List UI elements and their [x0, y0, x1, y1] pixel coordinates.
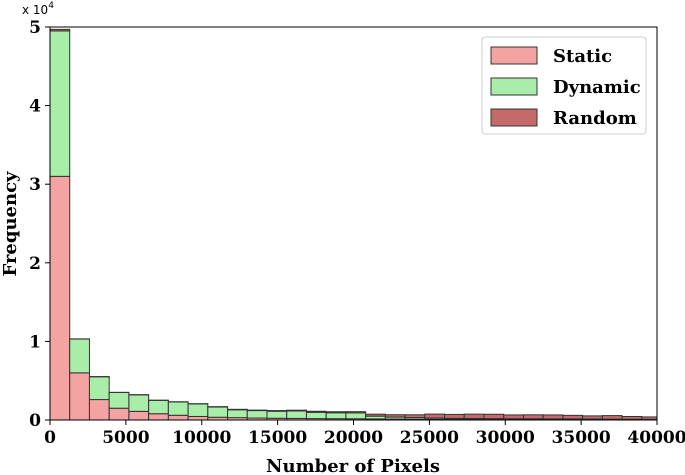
legend-label-dynamic: Dynamic [553, 77, 641, 98]
bar-random-26 [562, 414, 584, 420]
bar-random-11 [266, 410, 288, 412]
bar-random-21 [463, 413, 485, 419]
bars-layer [49, 28, 658, 421]
bar-static-6 [167, 414, 189, 421]
bar-static-1 [69, 372, 90, 421]
bar-random-17 [384, 414, 406, 418]
bar-dynamic-7 [187, 403, 209, 417]
x-tick-label-8: 40000 [627, 428, 685, 448]
bar-static-3 [108, 407, 130, 421]
legend-swatch-static [490, 46, 538, 65]
bar-random-13 [305, 410, 327, 413]
x-axis-title: Number of Pixels [266, 456, 440, 475]
y-axis-title: Frequency [0, 171, 21, 277]
bar-static-7 [187, 415, 209, 421]
bar-dynamic-6 [167, 401, 189, 416]
bar-dynamic-2 [88, 376, 110, 401]
bar-random-19 [424, 413, 446, 419]
bar-dynamic-5 [148, 399, 169, 415]
bar-random-18 [404, 414, 426, 419]
bar-random-12 [286, 409, 307, 412]
bar-random-25 [542, 414, 564, 420]
y-tick-label-5: 5 [29, 18, 41, 38]
bar-dynamic-15 [345, 412, 367, 420]
bar-random-28 [601, 415, 623, 420]
x-axis: 0 5000 10000 15000 20000 25000 30000 35000 40000 [44, 420, 685, 448]
bar-random-29 [621, 416, 643, 420]
legend-swatch-dynamic [490, 77, 538, 96]
y-offset-label: x 104 [22, 1, 54, 17]
bar-dynamic-13 [305, 411, 327, 420]
x-tick-label-7: 35000 [552, 428, 611, 448]
y-tick-label-3: 3 [29, 175, 41, 195]
bar-random-30 [641, 416, 658, 420]
bar-dynamic-11 [266, 410, 288, 419]
y-offset-exponent: 4 [48, 1, 54, 11]
bar-random-22 [483, 413, 505, 420]
x-tick-label-4: 20000 [324, 428, 383, 448]
bar-dynamic-14 [325, 412, 347, 420]
bar-dynamic-1 [69, 338, 90, 374]
bar-random-15 [345, 411, 367, 414]
bar-random-24 [522, 414, 544, 420]
bar-dynamic-3 [108, 391, 130, 409]
y-tick-label-2: 2 [29, 254, 41, 274]
x-tick-label-3: 15000 [248, 428, 307, 448]
y-tick-label-0: 0 [29, 411, 41, 431]
x-tick-label-6: 30000 [476, 428, 535, 448]
y-tick-label-1: 1 [29, 332, 41, 352]
bar-random-14 [325, 411, 347, 414]
legend-label-static: Static [553, 46, 612, 67]
y-offset-base: x 10 [22, 3, 48, 17]
x-tick-label-1: 5000 [102, 428, 149, 448]
bar-random-0 [49, 28, 71, 32]
bar-random-23 [503, 414, 524, 420]
legend-label-random: Random [553, 108, 637, 129]
bar-static-2 [88, 399, 110, 421]
bar-static-0 [49, 175, 71, 421]
y-tick-label-4: 4 [29, 97, 41, 117]
x-tick-label-5: 25000 [400, 428, 459, 448]
bar-dynamic-9 [227, 409, 248, 419]
bar-dynamic-10 [246, 410, 268, 419]
x-tick-label-2: 10000 [172, 428, 231, 448]
bar-static-5 [148, 413, 169, 421]
bar-dynamic-4 [128, 394, 150, 412]
bar-dynamic-0 [49, 30, 71, 177]
bar-random-27 [582, 415, 603, 420]
legend: Static Dynamic Random [481, 36, 647, 135]
bar-dynamic-8 [207, 406, 229, 418]
legend-swatch-random [490, 108, 538, 127]
bar-static-4 [128, 410, 150, 421]
bar-random-16 [365, 413, 386, 417]
bar-random-20 [444, 413, 465, 419]
y-axis: 0 1 2 3 4 5 [29, 18, 50, 431]
bar-dynamic-12 [286, 410, 307, 419]
x-tick-label-0: 0 [44, 428, 56, 448]
